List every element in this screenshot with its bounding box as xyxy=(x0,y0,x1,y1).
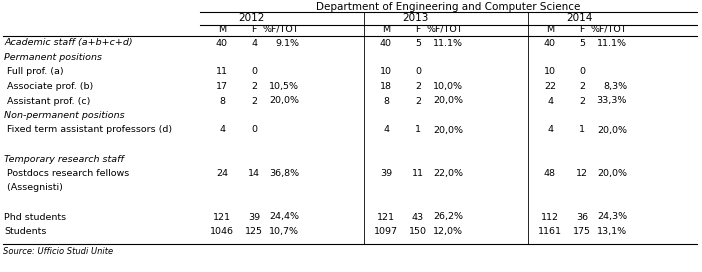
Text: 20,0%: 20,0% xyxy=(597,169,627,178)
Text: %F/TOT: %F/TOT xyxy=(427,24,463,33)
Text: 43: 43 xyxy=(412,212,424,221)
Text: 9.1%: 9.1% xyxy=(275,39,299,48)
Text: 11.1%: 11.1% xyxy=(433,39,463,48)
Text: M: M xyxy=(218,24,226,33)
Text: 39: 39 xyxy=(380,169,392,178)
Text: M: M xyxy=(546,24,554,33)
Text: 20,0%: 20,0% xyxy=(433,125,463,134)
Text: F: F xyxy=(579,24,585,33)
Text: 0: 0 xyxy=(579,67,585,76)
Text: 2014: 2014 xyxy=(566,13,592,23)
Text: 14: 14 xyxy=(248,169,260,178)
Text: 11: 11 xyxy=(216,67,228,76)
Text: F: F xyxy=(416,24,420,33)
Text: 1161: 1161 xyxy=(538,227,562,236)
Text: Source: Ufficio Studi Unite: Source: Ufficio Studi Unite xyxy=(3,246,113,255)
Text: 36,8%: 36,8% xyxy=(269,169,299,178)
Text: 1: 1 xyxy=(579,125,585,134)
Text: 0: 0 xyxy=(415,67,421,76)
Text: Department of Engineering and Computer Science: Department of Engineering and Computer S… xyxy=(317,2,581,12)
Text: 10,0%: 10,0% xyxy=(433,82,463,91)
Text: 24: 24 xyxy=(216,169,228,178)
Text: 40: 40 xyxy=(216,39,228,48)
Text: Temporary research staff: Temporary research staff xyxy=(4,154,124,163)
Text: 175: 175 xyxy=(573,227,591,236)
Text: %F/TOT: %F/TOT xyxy=(263,24,299,33)
Text: 5: 5 xyxy=(415,39,421,48)
Text: 1: 1 xyxy=(415,125,421,134)
Text: F: F xyxy=(251,24,257,33)
Text: Fixed term assistant professors (d): Fixed term assistant professors (d) xyxy=(4,125,172,134)
Text: 10: 10 xyxy=(544,67,556,76)
Text: 2: 2 xyxy=(415,82,421,91)
Text: 150: 150 xyxy=(409,227,427,236)
Text: %F/TOT: %F/TOT xyxy=(590,24,627,33)
Text: 10,7%: 10,7% xyxy=(269,227,299,236)
Text: 4: 4 xyxy=(547,97,553,106)
Text: 24,3%: 24,3% xyxy=(597,212,627,221)
Text: 8: 8 xyxy=(219,97,225,106)
Text: 39: 39 xyxy=(248,212,260,221)
Text: Phd students: Phd students xyxy=(4,212,66,221)
Text: 11.1%: 11.1% xyxy=(597,39,627,48)
Text: Full prof. (a): Full prof. (a) xyxy=(4,67,64,76)
Text: 11: 11 xyxy=(412,169,424,178)
Text: 4: 4 xyxy=(547,125,553,134)
Text: 40: 40 xyxy=(544,39,556,48)
Text: 13,1%: 13,1% xyxy=(597,227,627,236)
Text: 121: 121 xyxy=(377,212,395,221)
Text: 17: 17 xyxy=(216,82,228,91)
Text: 8: 8 xyxy=(383,97,389,106)
Text: (Assegnisti): (Assegnisti) xyxy=(4,184,63,193)
Text: 2012: 2012 xyxy=(238,13,264,23)
Text: 22,0%: 22,0% xyxy=(433,169,463,178)
Text: 40: 40 xyxy=(380,39,392,48)
Text: 1097: 1097 xyxy=(374,227,398,236)
Text: 10: 10 xyxy=(380,67,392,76)
Text: 36: 36 xyxy=(576,212,588,221)
Text: 112: 112 xyxy=(541,212,559,221)
Text: 10,5%: 10,5% xyxy=(269,82,299,91)
Text: 2: 2 xyxy=(579,82,585,91)
Text: 18: 18 xyxy=(380,82,392,91)
Text: 4: 4 xyxy=(383,125,389,134)
Text: Assistant prof. (c): Assistant prof. (c) xyxy=(4,97,91,106)
Text: Students: Students xyxy=(4,227,46,236)
Text: 20,0%: 20,0% xyxy=(269,97,299,106)
Text: 2: 2 xyxy=(251,97,257,106)
Text: Academic staff (a+b+c+d): Academic staff (a+b+c+d) xyxy=(4,39,133,48)
Text: 48: 48 xyxy=(544,169,556,178)
Text: Permanent positions: Permanent positions xyxy=(4,53,102,62)
Text: 125: 125 xyxy=(245,227,263,236)
Text: M: M xyxy=(382,24,390,33)
Text: 12,0%: 12,0% xyxy=(433,227,463,236)
Text: 8,3%: 8,3% xyxy=(603,82,627,91)
Text: Postdocs research fellows: Postdocs research fellows xyxy=(4,169,129,178)
Text: 2: 2 xyxy=(251,82,257,91)
Text: 0: 0 xyxy=(251,67,257,76)
Text: 20,0%: 20,0% xyxy=(433,97,463,106)
Text: 2: 2 xyxy=(579,97,585,106)
Text: 24,4%: 24,4% xyxy=(269,212,299,221)
Text: 2013: 2013 xyxy=(402,13,428,23)
Text: 1046: 1046 xyxy=(210,227,234,236)
Text: 2: 2 xyxy=(415,97,421,106)
Text: 33,3%: 33,3% xyxy=(597,97,627,106)
Text: 12: 12 xyxy=(576,169,588,178)
Text: Non-permanent positions: Non-permanent positions xyxy=(4,111,125,120)
Text: 20,0%: 20,0% xyxy=(597,125,627,134)
Text: 4: 4 xyxy=(219,125,225,134)
Text: 5: 5 xyxy=(579,39,585,48)
Text: 22: 22 xyxy=(544,82,556,91)
Text: 121: 121 xyxy=(213,212,231,221)
Text: Associate prof. (b): Associate prof. (b) xyxy=(4,82,93,91)
Text: 4: 4 xyxy=(251,39,257,48)
Text: 26,2%: 26,2% xyxy=(433,212,463,221)
Text: 0: 0 xyxy=(251,125,257,134)
